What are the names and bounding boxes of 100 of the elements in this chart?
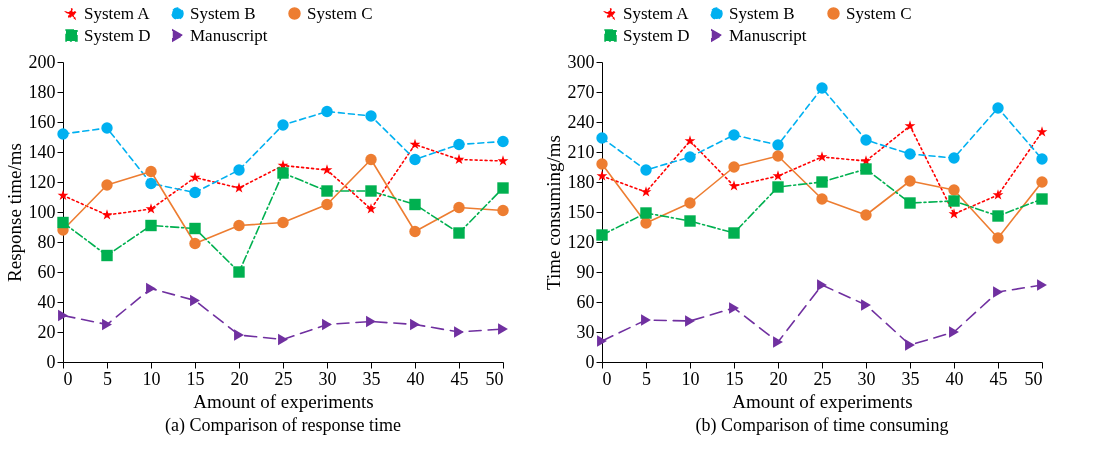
point: [728, 227, 740, 239]
point: [277, 216, 289, 229]
point: [101, 122, 113, 134]
point: [948, 184, 960, 196]
point: [145, 177, 157, 190]
legend-label: System C: [307, 3, 373, 23]
y-tick-label: 90: [576, 261, 595, 282]
point: [233, 266, 245, 278]
point: [729, 302, 739, 314]
point: [949, 326, 959, 338]
y-tick-label: 60: [576, 291, 595, 312]
y-tick-label: 20: [37, 321, 56, 342]
point: [233, 219, 245, 232]
legend-label: System C: [846, 3, 912, 23]
point: [409, 198, 421, 211]
point: [321, 105, 333, 118]
point: [904, 175, 916, 187]
x-tick-label: 30: [318, 368, 337, 389]
point: [189, 171, 201, 183]
point: [498, 323, 508, 335]
y-tick-label: 40: [37, 291, 56, 312]
x-tick-label: 15: [186, 368, 205, 389]
point: [596, 229, 608, 241]
point: [641, 314, 651, 326]
x-tick-label: 50: [485, 368, 504, 389]
x-axis-title: Amount of experiments: [732, 390, 913, 412]
x-tick-label: 25: [274, 368, 293, 389]
point: [1036, 193, 1048, 205]
point: [816, 82, 828, 94]
point: [189, 237, 201, 250]
legend-label: System A: [623, 3, 690, 23]
point: [409, 225, 421, 238]
x-tick-label: 45: [450, 368, 469, 389]
point: [817, 279, 827, 291]
x-tick-label: 10: [681, 368, 700, 389]
point: [596, 158, 608, 170]
point: [497, 182, 509, 194]
y-axis-title: Response time/ms: [3, 143, 25, 282]
point: [904, 197, 916, 209]
point: [1037, 279, 1047, 291]
point: [816, 151, 828, 162]
point: [189, 186, 201, 199]
x-axis-title: Amount of experiments: [193, 390, 374, 412]
point: [497, 135, 509, 148]
point: [816, 193, 828, 205]
point: [453, 201, 465, 214]
x-tick-label: 0: [63, 368, 73, 389]
point: [57, 128, 69, 140]
point: [497, 155, 509, 166]
x-tick-label: 35: [901, 368, 920, 389]
point: [640, 207, 652, 219]
point: [904, 120, 916, 131]
point: [684, 197, 696, 209]
point: [102, 318, 112, 331]
y-tick-label: 30: [576, 321, 595, 342]
legend-label: Manuscript: [190, 25, 268, 45]
point: [101, 209, 113, 220]
legend-label: System D: [623, 25, 690, 45]
x-tick-label: 0: [602, 368, 612, 389]
legend-label: System B: [729, 3, 795, 23]
point: [1036, 126, 1048, 137]
legend-label: System A: [84, 3, 151, 23]
point: [409, 138, 421, 150]
point: [992, 210, 1004, 222]
point: [596, 170, 608, 181]
point: [728, 129, 740, 141]
point: [453, 153, 465, 165]
point: [365, 153, 377, 166]
point: [860, 134, 872, 146]
x-tick-label: 15: [725, 368, 744, 389]
point: [772, 170, 784, 181]
point: [948, 208, 960, 219]
point: [277, 167, 289, 179]
point: [365, 110, 377, 122]
point: [992, 189, 1004, 200]
point: [773, 336, 783, 348]
point: [684, 215, 696, 227]
x-tick-label: 25: [813, 368, 832, 389]
point: [278, 333, 288, 346]
point: [365, 203, 377, 214]
point: [640, 186, 652, 197]
x-tick-label: 5: [103, 368, 112, 389]
point: [101, 179, 113, 191]
point: [993, 286, 1003, 298]
point: [145, 165, 157, 178]
point: [1036, 153, 1048, 165]
point: [992, 232, 1004, 244]
point: [190, 294, 200, 307]
point: [640, 164, 652, 176]
point: [948, 152, 960, 164]
y-tick-label: 200: [28, 51, 56, 72]
x-tick-label: 5: [642, 368, 651, 389]
legend-label: System B: [190, 3, 256, 23]
point: [728, 161, 740, 173]
point: [189, 222, 201, 235]
point: [146, 282, 156, 295]
legend-label: System D: [84, 25, 151, 45]
y-tick-label: 0: [46, 351, 56, 372]
point: [321, 164, 333, 175]
y-tick-label: 180: [28, 81, 56, 102]
